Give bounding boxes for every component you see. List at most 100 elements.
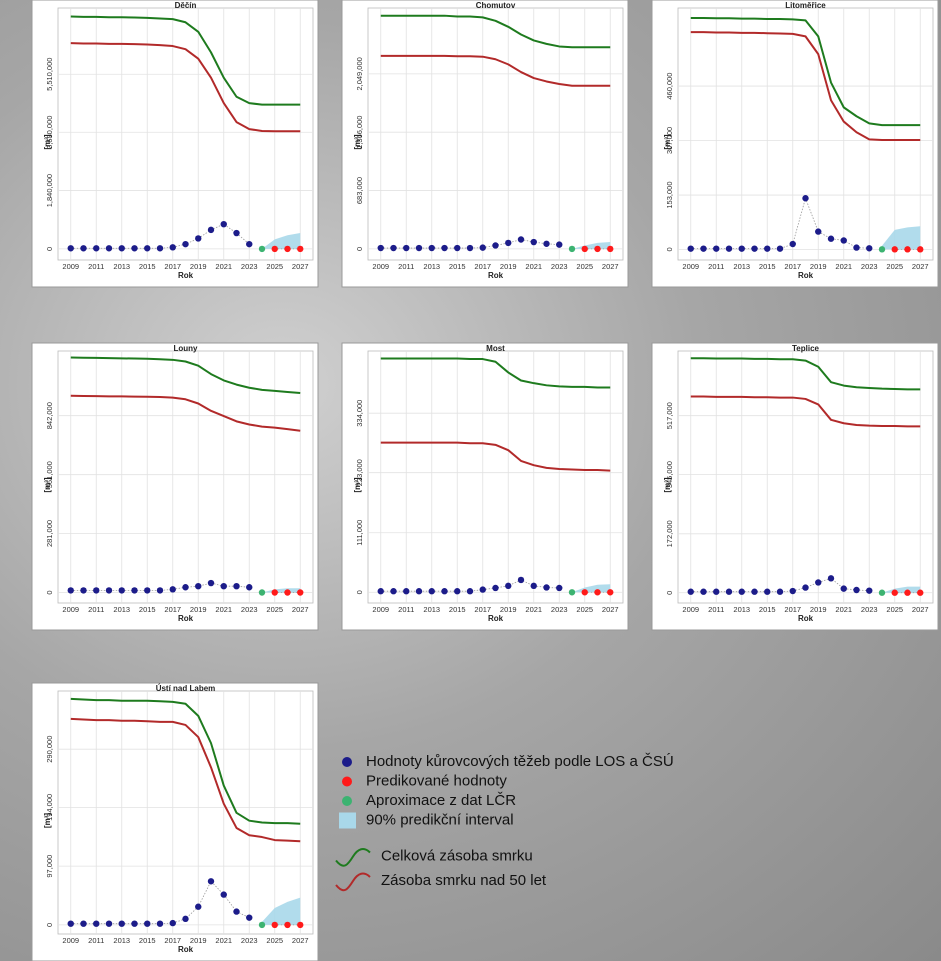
chart-title: Most	[486, 344, 505, 353]
x-axis-label: Rok	[178, 614, 194, 623]
data-point	[815, 228, 821, 234]
data-point	[853, 587, 859, 593]
x-tick-label: 2015	[449, 262, 466, 271]
data-point	[441, 245, 447, 251]
data-point	[713, 245, 719, 251]
x-tick-label: 2023	[861, 262, 878, 271]
y-axis-label: [m³]	[663, 134, 672, 149]
data-point	[93, 245, 99, 251]
y-tick-label: 0	[355, 590, 364, 594]
data-point	[841, 237, 847, 243]
data-point	[904, 246, 910, 252]
x-axis-label: Rok	[178, 945, 194, 954]
data-point	[297, 246, 303, 252]
series: Aproximace z dat LČR	[259, 589, 265, 595]
data-point	[106, 587, 112, 593]
series: Aproximace z dat LČR	[569, 246, 575, 252]
x-tick-label: 2011	[708, 605, 724, 614]
data-point	[467, 588, 473, 594]
x-tick-label: 2023	[861, 605, 878, 614]
y-tick-label: 517,000	[665, 402, 674, 429]
x-tick-label: 2027	[602, 262, 619, 271]
data-point	[543, 241, 549, 247]
series: Aproximace z dat LČR	[569, 589, 575, 595]
x-tick-label: 2027	[292, 262, 309, 271]
legend-marker	[336, 849, 370, 866]
legend-label: 90% predikční interval	[366, 811, 514, 828]
x-tick-label: 2011	[88, 262, 104, 271]
y-tick-label: 290,000	[45, 736, 54, 763]
data-point	[68, 245, 74, 251]
data-point	[802, 195, 808, 201]
y-tick-label: 1,840,000	[45, 174, 54, 207]
data-point	[144, 587, 150, 593]
data-point	[403, 588, 409, 594]
x-tick-label: 2013	[733, 262, 750, 271]
data-point	[106, 245, 112, 251]
chart-panel: 0153,000307,000460,000200920112013201520…	[652, 0, 938, 287]
data-point	[284, 922, 290, 928]
legend-marker	[339, 813, 356, 829]
data-point	[246, 241, 252, 247]
x-tick-label: 2025	[576, 262, 593, 271]
data-point	[700, 245, 706, 251]
data-point	[582, 589, 588, 595]
data-point	[480, 586, 486, 592]
data-point	[739, 245, 745, 251]
data-point	[144, 920, 150, 926]
y-tick-label: 0	[665, 591, 674, 595]
data-point	[119, 587, 125, 593]
data-point	[246, 914, 252, 920]
data-point	[713, 589, 719, 595]
data-point	[390, 588, 396, 594]
y-axis-label: [m³]	[353, 477, 362, 492]
data-point	[569, 589, 575, 595]
series: Predikované hodnoty	[272, 246, 304, 252]
x-tick-label: 2019	[500, 262, 517, 271]
data-point	[777, 245, 783, 251]
data-point	[726, 589, 732, 595]
data-point	[416, 245, 422, 251]
x-tick-label: 2011	[398, 605, 414, 614]
data-point	[390, 245, 396, 251]
data-point	[492, 585, 498, 591]
x-tick-label: 2025	[576, 605, 593, 614]
x-tick-label: 2021	[835, 262, 852, 271]
data-point	[416, 588, 422, 594]
data-point	[378, 245, 384, 251]
data-point	[221, 891, 227, 897]
data-point	[751, 589, 757, 595]
data-point	[777, 589, 783, 595]
data-point	[505, 583, 511, 589]
data-point	[233, 908, 239, 914]
data-point	[170, 586, 176, 592]
x-axis-label: Rok	[488, 271, 504, 280]
data-point	[454, 245, 460, 251]
legend-label: Predikované hodnoty	[366, 772, 507, 789]
legend: Hodnoty kůrovcových těžeb podle LOS a ČS…	[336, 753, 674, 890]
series: Predikované hodnoty	[582, 589, 614, 595]
legend-marker	[342, 777, 352, 787]
data-point	[828, 575, 834, 581]
y-tick-label: 683,000	[355, 177, 364, 204]
x-tick-label: 2015	[139, 262, 156, 271]
series: Predikované hodnoty	[892, 590, 924, 596]
x-tick-label: 2019	[810, 262, 827, 271]
data-point	[157, 245, 163, 251]
data-point	[700, 589, 706, 595]
x-tick-label: 2015	[139, 936, 156, 945]
x-tick-label: 2017	[474, 262, 491, 271]
data-point	[764, 589, 770, 595]
chart-panel: 0111,000223,000334,000200920112013201520…	[342, 343, 628, 630]
data-point	[170, 244, 176, 250]
data-point	[93, 587, 99, 593]
data-point	[904, 590, 910, 596]
data-point	[68, 587, 74, 593]
data-point	[80, 587, 86, 593]
x-axis-label: Rok	[178, 271, 194, 280]
data-point	[182, 584, 188, 590]
x-tick-label: 2025	[886, 262, 903, 271]
chart-title: Ústí nad Labem	[156, 684, 216, 693]
y-tick-label: 0	[45, 247, 54, 251]
